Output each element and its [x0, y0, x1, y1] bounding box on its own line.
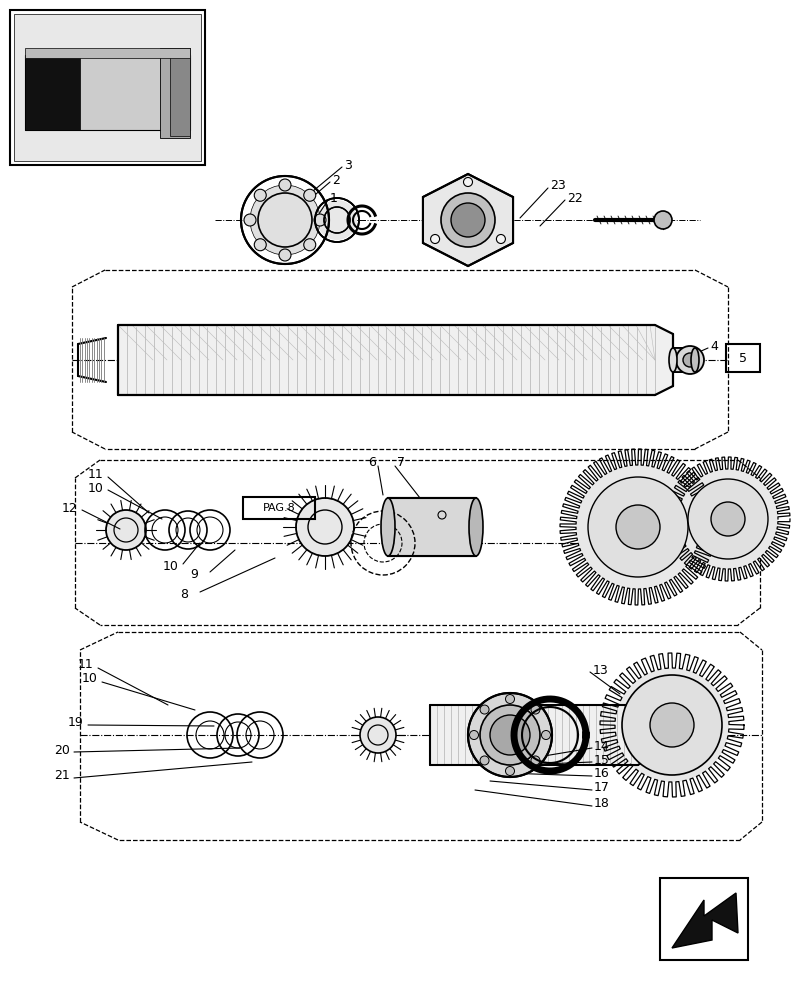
Bar [25, 48, 190, 58]
Polygon shape [430, 705, 649, 765]
Text: 22: 22 [566, 192, 582, 205]
Circle shape [440, 193, 495, 247]
Text: 19: 19 [68, 716, 84, 730]
Circle shape [479, 756, 488, 765]
Bar [10, 10, 204, 165]
Circle shape [450, 203, 484, 237]
Circle shape [106, 510, 146, 550]
Bar [672, 348, 694, 372]
Circle shape [621, 675, 721, 775]
Bar [25, 55, 190, 130]
Circle shape [479, 705, 488, 714]
Ellipse shape [469, 498, 483, 556]
Text: 6: 6 [367, 456, 375, 468]
Text: 23: 23 [549, 179, 565, 192]
Circle shape [496, 234, 504, 243]
Circle shape [614, 668, 728, 782]
Circle shape [682, 353, 696, 367]
Circle shape [254, 189, 266, 201]
Circle shape [463, 178, 472, 187]
Circle shape [243, 214, 255, 226]
Bar [242, 497, 315, 519]
Bar [14, 14, 201, 161]
Circle shape [676, 346, 703, 374]
Polygon shape [672, 893, 737, 948]
Circle shape [250, 185, 320, 255]
Polygon shape [25, 55, 80, 130]
Circle shape [469, 730, 478, 740]
Circle shape [653, 211, 672, 229]
Text: 11: 11 [78, 658, 93, 672]
Text: 10: 10 [82, 672, 98, 686]
Text: 15: 15 [594, 754, 609, 766]
Ellipse shape [316, 200, 357, 240]
Polygon shape [118, 325, 672, 395]
Text: 4: 4 [709, 340, 717, 353]
Circle shape [314, 214, 325, 226]
Circle shape [279, 179, 290, 191]
Circle shape [505, 766, 514, 775]
Text: PAG.8: PAG.8 [262, 503, 295, 513]
Text: 20: 20 [54, 744, 70, 756]
Circle shape [254, 239, 266, 251]
Circle shape [575, 465, 699, 589]
Text: 5: 5 [738, 352, 746, 364]
Circle shape [430, 234, 439, 243]
Circle shape [303, 239, 315, 251]
Circle shape [359, 717, 396, 753]
Circle shape [530, 705, 539, 714]
Circle shape [279, 249, 290, 261]
Text: 1: 1 [329, 192, 337, 205]
Text: 21: 21 [54, 769, 70, 782]
Polygon shape [423, 174, 513, 266]
Text: 10: 10 [163, 560, 178, 574]
Circle shape [541, 730, 550, 740]
Text: 13: 13 [592, 664, 608, 676]
Circle shape [587, 477, 687, 577]
Ellipse shape [668, 348, 676, 372]
Circle shape [649, 703, 693, 747]
Circle shape [530, 756, 539, 765]
Text: 16: 16 [594, 767, 609, 780]
Circle shape [687, 479, 767, 559]
Text: 2: 2 [332, 174, 340, 187]
Circle shape [303, 189, 315, 201]
Bar [169, 54, 190, 136]
Text: 18: 18 [594, 797, 609, 810]
Circle shape [616, 505, 659, 549]
Circle shape [710, 502, 744, 536]
Bar [160, 48, 190, 138]
Text: 3: 3 [344, 159, 351, 172]
Bar [659, 878, 747, 960]
Text: 10: 10 [88, 482, 104, 494]
Text: 12: 12 [62, 502, 78, 514]
Circle shape [479, 705, 539, 765]
Text: 7: 7 [397, 456, 405, 468]
Bar [388, 498, 475, 556]
Circle shape [489, 715, 530, 755]
Text: 8: 8 [180, 588, 188, 601]
Circle shape [467, 693, 551, 777]
Circle shape [505, 694, 514, 704]
Text: 9: 9 [190, 568, 198, 582]
Circle shape [296, 498, 354, 556]
Circle shape [677, 469, 777, 569]
Text: 17: 17 [594, 781, 609, 794]
Bar [725, 344, 759, 372]
Ellipse shape [380, 498, 394, 556]
Text: 11: 11 [88, 468, 104, 481]
Text: 14: 14 [594, 740, 609, 752]
Ellipse shape [690, 348, 698, 372]
